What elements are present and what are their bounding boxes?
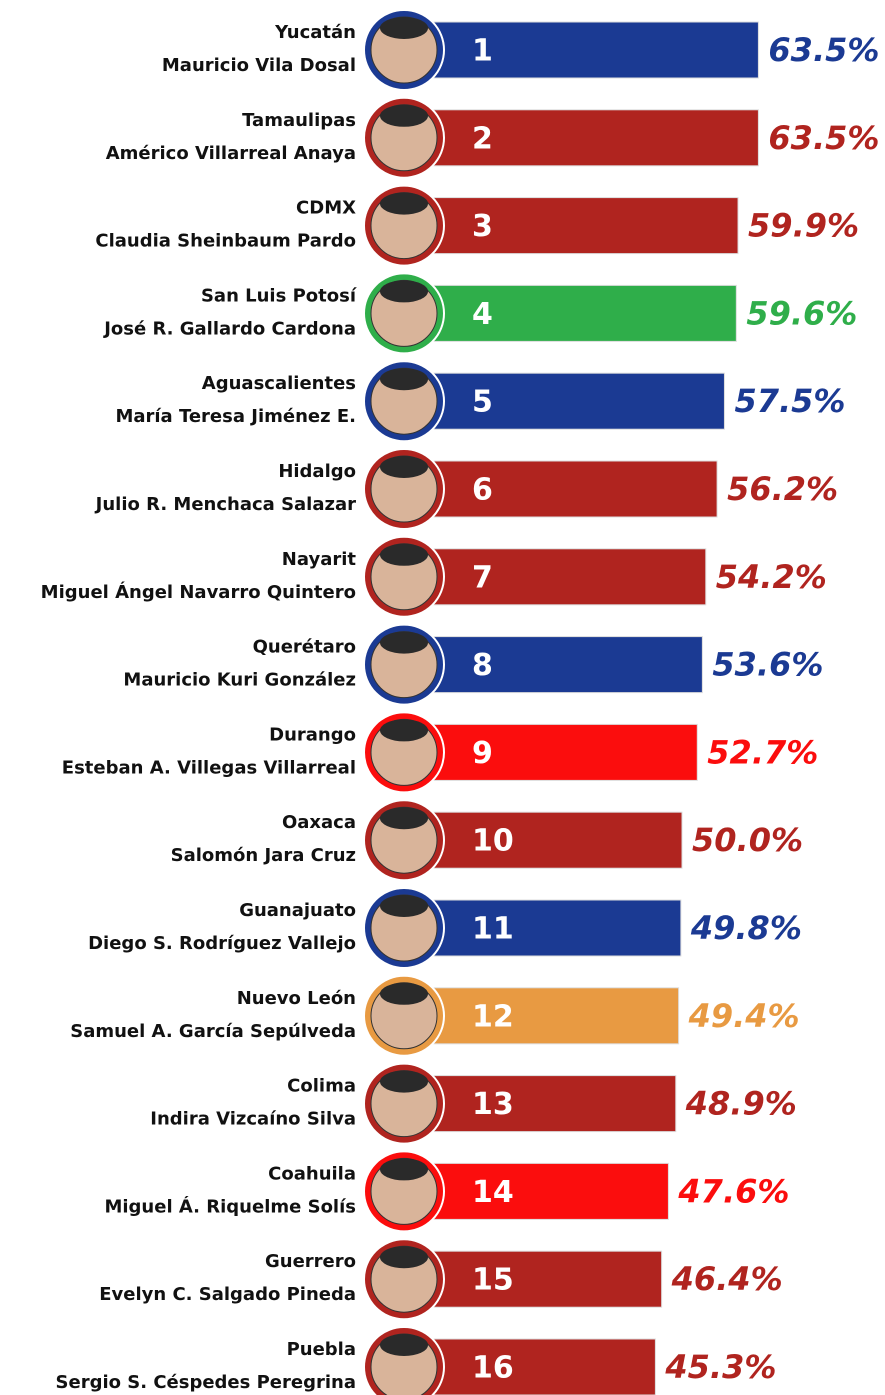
- rank: 12: [472, 999, 514, 1034]
- state-label: Hidalgo: [278, 461, 356, 482]
- state-label: Oaxaca: [282, 812, 356, 833]
- state-label: Nuevo León: [237, 988, 356, 1009]
- value-label: 45.3%: [664, 1348, 776, 1386]
- rank: 15: [472, 1263, 514, 1298]
- avatar-hair: [380, 544, 428, 566]
- bar: [399, 22, 758, 78]
- governor-label: José R. Gallardo Cardona: [102, 318, 356, 339]
- value-label: 52.7%: [707, 733, 818, 771]
- rank: 10: [472, 824, 514, 859]
- bar: [399, 285, 736, 341]
- avatar-hair: [380, 193, 428, 215]
- governor-label: Miguel Á. Riquelme Solís: [104, 1195, 356, 1217]
- avatar-hair: [380, 895, 428, 917]
- governor-label: Sergio S. Céspedes Peregrina: [56, 1372, 356, 1393]
- avatar-hair: [380, 456, 428, 478]
- bar: [399, 198, 738, 254]
- value-label: 59.9%: [748, 207, 859, 245]
- state-label: Tamaulipas: [242, 110, 356, 131]
- value-label: 50.0%: [692, 821, 803, 859]
- value-label: 53.6%: [712, 646, 823, 684]
- state-label: Guanajuato: [239, 900, 356, 921]
- rank: 11: [472, 912, 514, 947]
- governor-label: Claudia Sheinbaum Pardo: [95, 231, 356, 252]
- state-label: CDMX: [296, 198, 356, 219]
- rank: 3: [472, 209, 493, 244]
- rank: 5: [472, 385, 493, 420]
- rank: 16: [472, 1351, 514, 1386]
- governor-label: Samuel A. García Sepúlveda: [70, 1021, 356, 1042]
- governor-label: Salomón Jara Cruz: [171, 845, 356, 866]
- avatar-hair: [380, 983, 428, 1005]
- governor-label: Miguel Ángel Navarro Quintero: [41, 581, 356, 603]
- governor-label: Mauricio Kuri González: [123, 670, 356, 691]
- avatar-hair: [380, 105, 428, 127]
- value-label: 63.5%: [768, 31, 879, 69]
- state-label: Querétaro: [253, 637, 356, 658]
- governor-label: María Teresa Jiménez E.: [115, 406, 356, 427]
- rank: 7: [472, 560, 493, 595]
- state-label: Coahuila: [268, 1163, 356, 1184]
- value-label: 46.4%: [671, 1260, 783, 1298]
- value-label: 63.5%: [768, 119, 879, 157]
- avatar-hair: [380, 719, 428, 741]
- avatar-hair: [380, 1334, 428, 1356]
- rank: 13: [472, 1087, 514, 1122]
- rank: 4: [472, 297, 493, 332]
- value-label: 56.2%: [727, 470, 838, 508]
- bar: [399, 461, 717, 517]
- avatar-hair: [380, 1158, 428, 1180]
- avatar-hair: [380, 280, 428, 302]
- state-label: Guerrero: [265, 1251, 356, 1272]
- governor-label: Indira Vizcaíno Silva: [150, 1109, 356, 1130]
- avatar-hair: [380, 632, 428, 654]
- governor-label: Julio R. Menchaca Salazar: [94, 494, 356, 515]
- bar: [399, 373, 724, 429]
- state-label: Colima: [287, 1076, 356, 1097]
- avatar-hair: [380, 17, 428, 39]
- governor-label: Evelyn C. Salgado Pineda: [99, 1284, 356, 1305]
- governor-label: Esteban A. Villegas Villarreal: [62, 757, 356, 778]
- rank: 8: [472, 648, 493, 683]
- bar: [399, 549, 706, 605]
- rank: 1: [472, 34, 493, 69]
- chart: 1 63.5% Yucatán Mauricio Vila Dosal 2 63.5% Ta…: [0, 0, 885, 1395]
- state-label: San Luis Potosí: [201, 285, 357, 306]
- state-label: Nayarit: [282, 549, 357, 570]
- rank: 9: [472, 736, 493, 771]
- avatar-hair: [380, 368, 428, 390]
- value-label: 49.8%: [690, 909, 802, 947]
- avatar-hair: [380, 1246, 428, 1268]
- rank: 14: [472, 1175, 514, 1210]
- bar: [399, 110, 758, 166]
- value-label: 47.6%: [677, 1172, 789, 1210]
- value-label: 48.9%: [685, 1085, 797, 1123]
- value-label: 57.5%: [734, 382, 845, 420]
- state-label: Puebla: [287, 1339, 356, 1360]
- value-label: 49.4%: [688, 997, 800, 1035]
- rank: 6: [472, 473, 493, 508]
- state-label: Durango: [269, 724, 356, 745]
- governor-label: Mauricio Vila Dosal: [162, 55, 356, 76]
- state-label: Aguascalientes: [202, 373, 356, 394]
- rank: 2: [472, 121, 493, 156]
- value-label: 54.2%: [716, 558, 827, 596]
- governor-label: Diego S. Rodríguez Vallejo: [88, 933, 356, 954]
- value-label: 59.6%: [746, 294, 857, 332]
- state-label: Yucatán: [274, 22, 356, 43]
- avatar-hair: [380, 807, 428, 829]
- governor-label: Américo Villarreal Anaya: [106, 143, 356, 164]
- avatar-hair: [380, 1071, 428, 1093]
